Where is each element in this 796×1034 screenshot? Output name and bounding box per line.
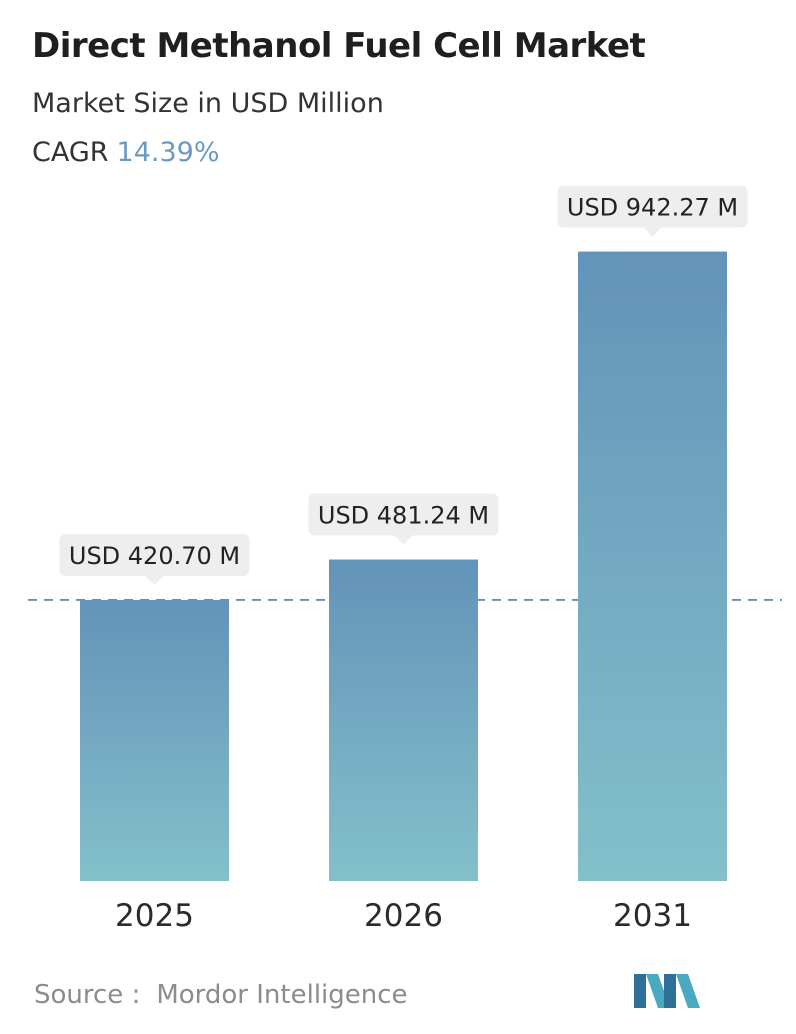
bar-chart: USD 420.70 M 2025 USD 481.24 M 2026 USD 942.… (28, 185, 782, 934)
data-label-text: USD 942.27 M (567, 194, 738, 222)
x-tick-label-2026: 2026 (364, 898, 443, 934)
bar-2026 (329, 559, 478, 881)
cagr-row: CAGR 14.39% (32, 137, 219, 168)
data-label-text: USD 420.70 M (69, 542, 240, 570)
data-label-2026: USD 481.24 M (308, 493, 499, 545)
mordor-intelligence-logo-icon (634, 974, 700, 1008)
bars-layer (80, 251, 727, 881)
source-label: Source : (34, 980, 141, 1010)
data-label-text: USD 481.24 M (318, 502, 489, 530)
data-label-2025: USD 420.70 M (59, 533, 250, 585)
data-label-2031: USD 942.27 M (557, 185, 748, 237)
x-tick-label-2031: 2031 (613, 898, 692, 934)
source-name: Mordor Intelligence (156, 980, 408, 1010)
bar-2025 (80, 599, 229, 881)
cagr-label: CAGR (32, 137, 109, 168)
labels-layer: USD 420.70 M 2025 USD 481.24 M 2026 USD 942.… (59, 185, 748, 934)
source-line: Source : Mordor Intelligence (34, 980, 408, 1010)
x-tick-label-2025: 2025 (115, 898, 194, 934)
cagr-value: 14.39% (116, 137, 220, 168)
chart-title: Direct Methanol Fuel Cell Market (32, 26, 646, 66)
chart-subtitle: Market Size in USD Million (32, 88, 384, 119)
bar-2031 (578, 251, 727, 881)
